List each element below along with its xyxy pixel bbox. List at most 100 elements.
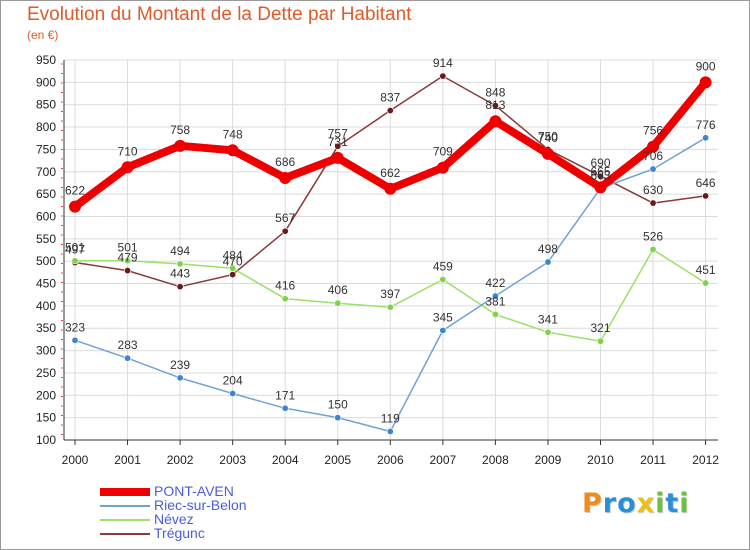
- plot-background: [64, 60, 718, 440]
- data-label: 758: [170, 123, 190, 137]
- y-tick-label: 450: [36, 277, 56, 291]
- proxiti-logo: Proxiti: [582, 488, 690, 519]
- legend-label: Trégunc: [154, 525, 205, 541]
- y-tick-label: 100: [36, 433, 56, 447]
- x-tick-label: 2002: [167, 453, 194, 467]
- data-point: [649, 246, 657, 254]
- data-point: [281, 227, 289, 235]
- data-point: [69, 200, 81, 213]
- legend-swatch: [100, 519, 150, 521]
- x-tick-label: 2006: [377, 453, 404, 467]
- y-tick-label: 350: [36, 321, 56, 335]
- data-label: 848: [485, 86, 505, 100]
- data-label: 443: [170, 267, 190, 281]
- logo-letter: i: [655, 488, 666, 519]
- legend-label: Névez: [154, 511, 194, 527]
- data-point: [594, 181, 607, 194]
- data-label: 686: [275, 155, 295, 169]
- x-tick-label: 2008: [482, 453, 509, 467]
- data-point: [71, 336, 79, 344]
- legend-label: PONT-AVEN: [154, 483, 234, 499]
- y-tick-label: 300: [36, 344, 56, 358]
- data-point: [279, 172, 292, 185]
- data-point: [386, 428, 394, 436]
- y-tick-label: 250: [36, 366, 56, 380]
- data-label: 498: [538, 242, 558, 256]
- data-label: 416: [275, 279, 295, 293]
- data-point: [596, 337, 604, 345]
- data-point: [596, 172, 604, 180]
- data-point: [334, 299, 342, 307]
- series-layer: [69, 72, 712, 436]
- y-tick-label: 200: [36, 388, 56, 402]
- y-tick-label: 150: [36, 411, 56, 425]
- x-tick-label: 2003: [219, 453, 246, 467]
- logo-letter: i: [679, 488, 690, 519]
- data-point: [226, 144, 239, 157]
- y-tick-label: 550: [36, 232, 56, 246]
- data-point: [384, 182, 397, 195]
- data-label: 690: [590, 156, 610, 170]
- data-labels: 622 710 758 748 686 731 662 709 813 740 665 756 900 3…: [65, 56, 716, 425]
- data-label: 665: [590, 164, 610, 178]
- data-point: [699, 76, 712, 89]
- logo-letter: x: [636, 488, 656, 519]
- data-label: 171: [275, 388, 295, 402]
- legend-swatch: [100, 488, 150, 496]
- data-point: [176, 283, 184, 291]
- data-label: 622: [65, 184, 85, 198]
- x-tick-label: 2005: [324, 453, 351, 467]
- legend-item-tregunc: Trégunc: [100, 525, 360, 541]
- x-tick-label: 2009: [535, 453, 562, 467]
- data-point: [229, 390, 237, 398]
- data-label: 567: [275, 211, 295, 225]
- data-point: [176, 260, 184, 268]
- data-label: 479: [118, 251, 138, 265]
- data-point: [124, 354, 132, 362]
- data-label: 119: [381, 412, 400, 426]
- data-point: [491, 310, 499, 318]
- data-label: 900: [696, 59, 716, 73]
- data-point: [334, 414, 342, 422]
- chart-title: Evolution du Montant de la Dette par Hab…: [27, 4, 412, 25]
- data-label: 397: [380, 287, 400, 301]
- data-label: 646: [696, 176, 716, 190]
- logo-letter: t: [665, 488, 680, 519]
- x-tick-label: 2004: [272, 453, 299, 467]
- data-label: 526: [643, 230, 663, 244]
- data-label: 756: [643, 124, 663, 138]
- data-label: 837: [380, 91, 400, 105]
- data-label: 494: [170, 244, 190, 258]
- logo-letter: P: [582, 488, 603, 519]
- data-label: 709: [433, 145, 453, 159]
- data-label: 323: [65, 320, 85, 334]
- data-point: [491, 292, 499, 300]
- legend-label: Riec-sur-Belon: [154, 497, 247, 513]
- data-point: [649, 199, 657, 207]
- data-label: 750: [538, 129, 558, 143]
- data-point: [702, 192, 710, 200]
- x-tick-label: 2010: [587, 453, 614, 467]
- data-point: [649, 165, 657, 173]
- data-point: [281, 295, 289, 303]
- x-tick-label: 2000: [62, 453, 89, 467]
- data-point: [647, 140, 660, 153]
- data-label: 501: [65, 241, 85, 255]
- data-label: 470: [223, 255, 243, 269]
- data-label: 239: [170, 358, 190, 372]
- y-tick-label: 750: [36, 142, 56, 156]
- data-point: [491, 102, 499, 110]
- data-point: [489, 115, 502, 128]
- data-point: [439, 72, 447, 80]
- data-point: [124, 267, 132, 275]
- data-point: [544, 258, 552, 266]
- legend-swatch: [100, 533, 150, 535]
- data-label: 731: [328, 135, 348, 149]
- data-label: 497: [65, 243, 85, 257]
- data-point: [544, 328, 552, 336]
- data-point: [124, 257, 132, 265]
- y-tick-label: 700: [36, 165, 56, 179]
- data-point: [386, 107, 394, 115]
- data-label: 283: [118, 338, 138, 352]
- y-tick-label: 600: [36, 209, 56, 223]
